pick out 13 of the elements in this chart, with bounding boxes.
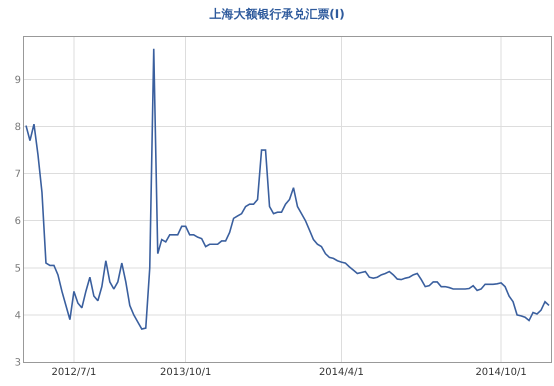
x-tick-label: 2014/10/1 bbox=[475, 367, 527, 378]
y-tick-label: 4 bbox=[14, 310, 21, 322]
x-tick-label: 2014/4/1 bbox=[318, 367, 364, 378]
y-tick-label: 8 bbox=[14, 122, 21, 133]
line-series bbox=[25, 48, 550, 330]
y-tick-label: 6 bbox=[14, 216, 21, 228]
y-tick-label: 5 bbox=[14, 263, 21, 274]
y-tick-label: 7 bbox=[14, 169, 21, 180]
y-tick-label: 9 bbox=[14, 74, 21, 86]
chart-title: 上海大额银行承兑汇票(Ⅰ) bbox=[208, 7, 345, 22]
x-tick-label: 2012/7/1 bbox=[51, 367, 96, 378]
y-tick-label: 3 bbox=[14, 358, 21, 368]
x-tick-label: 2013/10/1 bbox=[160, 367, 212, 378]
